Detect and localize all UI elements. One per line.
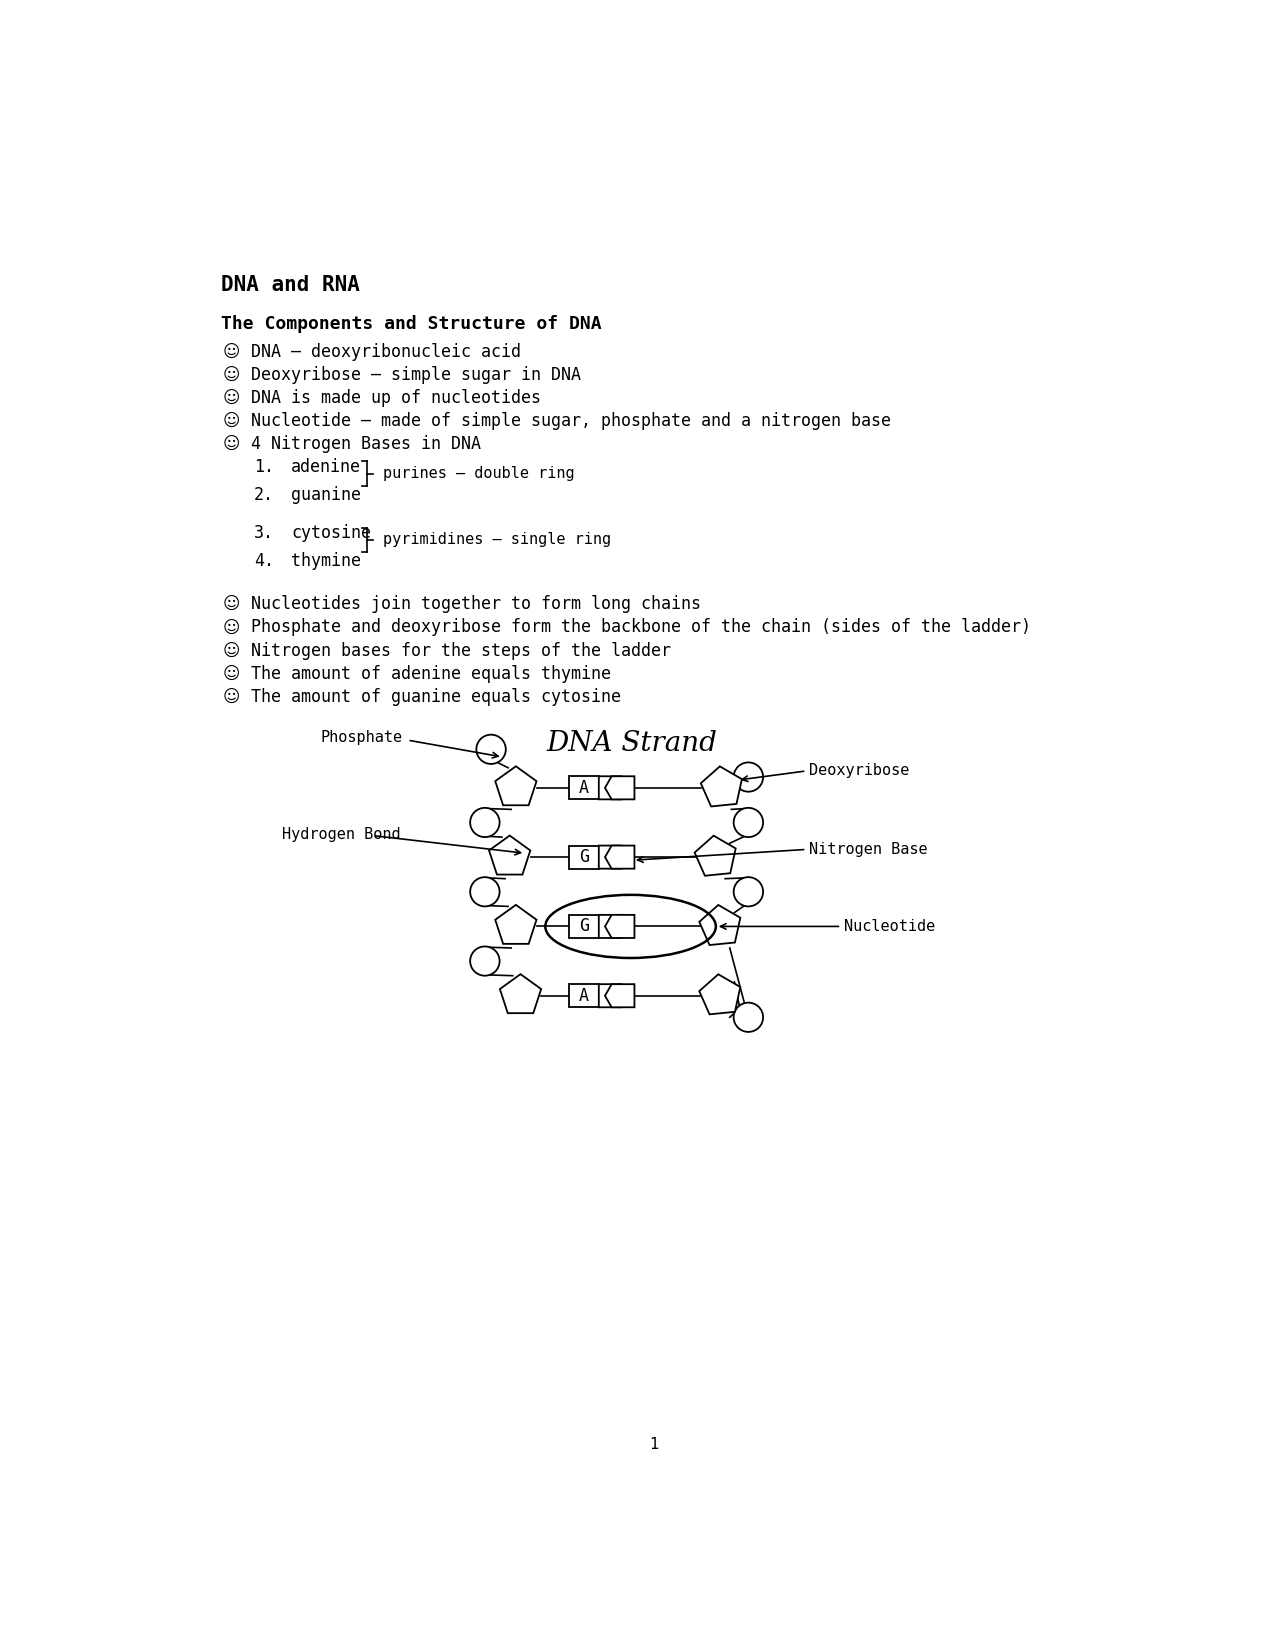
Polygon shape xyxy=(695,835,736,876)
Text: 1.: 1. xyxy=(254,459,274,477)
Text: G: G xyxy=(579,848,589,866)
Text: ☺: ☺ xyxy=(223,665,240,683)
Text: Nitrogen Base: Nitrogen Base xyxy=(808,842,927,856)
Text: 3.: 3. xyxy=(254,525,274,543)
Text: guanine: guanine xyxy=(291,487,361,503)
Text: ☺: ☺ xyxy=(223,596,240,614)
Polygon shape xyxy=(490,835,530,874)
Text: cytosine: cytosine xyxy=(291,525,371,543)
Text: A: A xyxy=(579,779,589,797)
Circle shape xyxy=(733,1003,764,1031)
Text: ☺: ☺ xyxy=(223,412,240,431)
Text: A: A xyxy=(579,987,589,1005)
Text: Nucleotides join together to form long chains: Nucleotides join together to form long c… xyxy=(251,596,701,614)
Bar xyxy=(570,983,599,1006)
Text: adenine: adenine xyxy=(291,459,361,477)
Circle shape xyxy=(733,808,764,837)
Polygon shape xyxy=(606,845,635,868)
Text: DNA Strand: DNA Strand xyxy=(547,729,718,757)
Circle shape xyxy=(470,878,500,906)
Circle shape xyxy=(733,878,764,906)
Polygon shape xyxy=(701,766,742,807)
Text: ☺: ☺ xyxy=(223,343,240,361)
Text: pyrimidines – single ring: pyrimidines – single ring xyxy=(382,533,611,548)
Text: Phosphate and deoxyribose form the backbone of the chain (sides of the ladder): Phosphate and deoxyribose form the backb… xyxy=(251,619,1030,637)
Text: ☺: ☺ xyxy=(223,389,240,408)
Text: Nucleotide – made of simple sugar, phosphate and a nitrogen base: Nucleotide – made of simple sugar, phosp… xyxy=(251,412,891,431)
Text: Deoxyribose: Deoxyribose xyxy=(808,764,909,779)
Text: G: G xyxy=(579,917,589,936)
Polygon shape xyxy=(495,766,537,805)
Bar xyxy=(570,776,599,799)
Text: The amount of adenine equals thymine: The amount of adenine equals thymine xyxy=(251,665,611,683)
Polygon shape xyxy=(606,776,635,799)
Text: 4 Nitrogen Bases in DNA: 4 Nitrogen Bases in DNA xyxy=(251,436,481,454)
Text: Hydrogen Bond: Hydrogen Bond xyxy=(282,827,400,842)
Text: purines – double ring: purines – double ring xyxy=(382,467,574,482)
Polygon shape xyxy=(606,914,635,937)
Circle shape xyxy=(470,947,500,975)
Text: Nitrogen bases for the steps of the ladder: Nitrogen bases for the steps of the ladd… xyxy=(251,642,671,660)
Polygon shape xyxy=(495,904,537,944)
Text: ☺: ☺ xyxy=(223,366,240,384)
Text: DNA is made up of nucleotides: DNA is made up of nucleotides xyxy=(251,389,541,408)
Text: The amount of guanine equals cytosine: The amount of guanine equals cytosine xyxy=(251,688,621,706)
Text: DNA – deoxyribonucleic acid: DNA – deoxyribonucleic acid xyxy=(251,343,520,361)
Circle shape xyxy=(733,762,764,792)
Text: Deoxyribose – simple sugar in DNA: Deoxyribose – simple sugar in DNA xyxy=(251,366,581,384)
Text: ☺: ☺ xyxy=(223,436,240,454)
Polygon shape xyxy=(599,914,629,937)
Polygon shape xyxy=(599,845,629,868)
Bar xyxy=(570,845,599,868)
Text: 4.: 4. xyxy=(254,553,274,571)
Text: ☺: ☺ xyxy=(223,619,240,637)
Text: ☺: ☺ xyxy=(223,688,240,706)
Text: The Components and Structure of DNA: The Components and Structure of DNA xyxy=(222,315,602,333)
Text: ☺: ☺ xyxy=(223,642,240,660)
Text: thymine: thymine xyxy=(291,553,361,571)
Circle shape xyxy=(470,808,500,837)
Text: 2.: 2. xyxy=(254,487,274,503)
Polygon shape xyxy=(599,776,629,799)
Polygon shape xyxy=(500,974,541,1013)
Text: Nucleotide: Nucleotide xyxy=(844,919,935,934)
Polygon shape xyxy=(599,983,629,1006)
Bar xyxy=(570,914,599,937)
Polygon shape xyxy=(606,983,635,1006)
Circle shape xyxy=(477,734,506,764)
Text: 1: 1 xyxy=(649,1437,658,1452)
Polygon shape xyxy=(699,974,741,1015)
Polygon shape xyxy=(699,904,741,945)
Text: Phosphate: Phosphate xyxy=(320,731,403,746)
Text: DNA and RNA: DNA and RNA xyxy=(222,276,361,295)
